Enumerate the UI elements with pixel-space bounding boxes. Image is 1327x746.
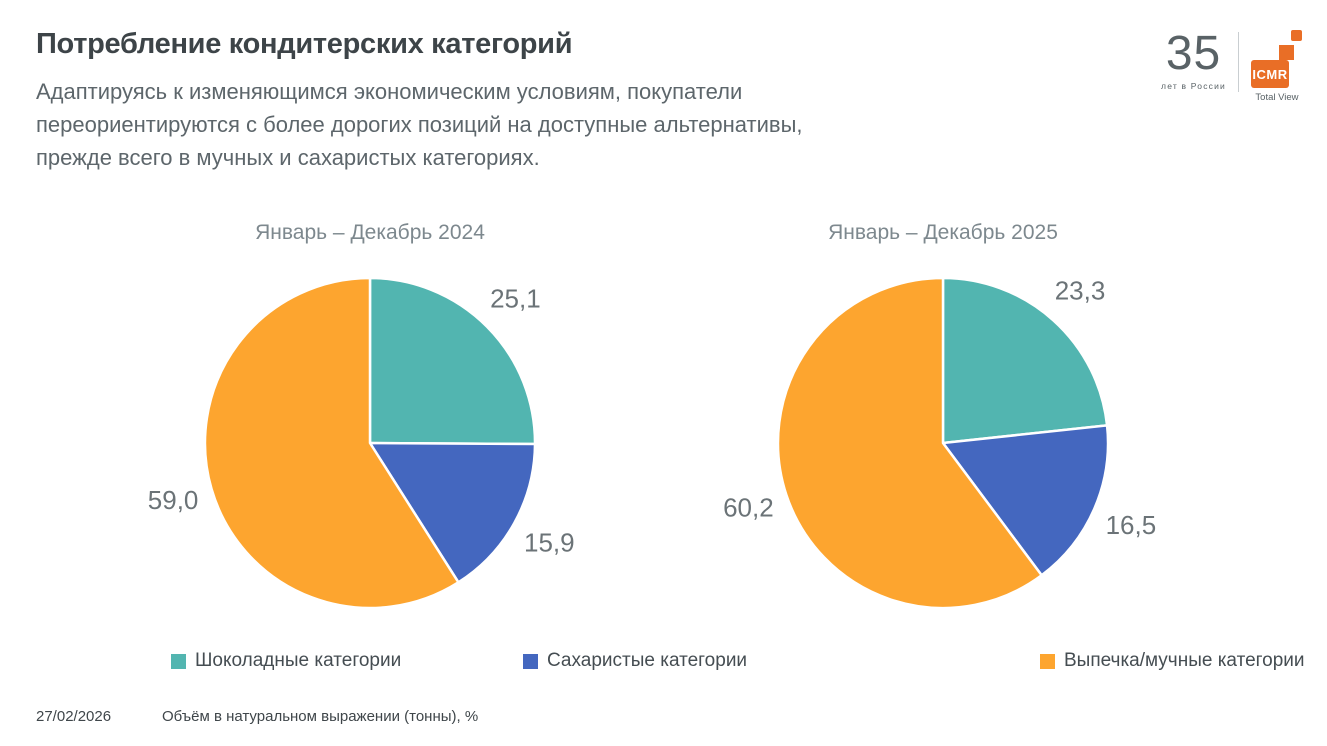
logo-35-caption: лет в России: [1161, 81, 1226, 91]
icmr-logo: 35 лет в России ICMR Total View: [1161, 30, 1303, 103]
pie-slice-Шоколадные категории: [368, 276, 537, 446]
pie-slice-Выпечка/мучные категории: [776, 276, 1043, 610]
subtitle-line-3: прежде всего в мучных и сахаристых катег…: [36, 145, 540, 170]
logo-35-block: 35 лет в России: [1161, 27, 1226, 92]
footer-note: Объём в натуральном выражении (тонны), %: [162, 708, 479, 725]
legend-item-chocolate: Шоколадные категории: [171, 650, 401, 672]
pie-value-label: 59,0: [148, 485, 199, 515]
legend-swatch-chocolate: [171, 653, 186, 669]
legend-swatch-bakery: [1040, 653, 1055, 669]
total-view-label: Total View: [1255, 92, 1299, 103]
logo-divider: [1238, 32, 1239, 92]
header: Потребление кондитерских категорий Адапт…: [36, 28, 1036, 174]
pie-slice-Выпечка/мучные категории: [203, 276, 460, 610]
icmr-squares-icon: ICMR: [1251, 30, 1303, 88]
pie-chart-2024: Январь – Декабрь 2024 25,1 15,9 59,0: [90, 220, 650, 636]
legend-label-bakery: Выпечка/мучные категории: [1064, 650, 1305, 671]
subtitle-line-2: переориентируются с более дорогих позици…: [36, 112, 803, 137]
page-title: Потребление кондитерских категорий: [36, 28, 573, 60]
pie-value-label: 25,1: [490, 284, 541, 314]
icmr-small-square: [1291, 30, 1302, 41]
pie-value-label: 60,2: [723, 493, 774, 523]
legend-swatch-sugar: [523, 653, 538, 669]
logo-35-number: 35: [1165, 27, 1222, 80]
icmr-mark: ICMR Total View: [1251, 30, 1303, 103]
pie-value-label: 16,5: [1106, 510, 1157, 540]
pie-slice-Шоколадные категории: [941, 276, 1109, 445]
pie-svg-2024: 25,1 15,9 59,0: [148, 276, 575, 610]
legend-label-chocolate: Шоколадные категории: [195, 650, 402, 671]
pie-slice-Сахаристые категории: [941, 424, 1110, 577]
footer-date: 27/02/2026: [36, 708, 112, 725]
page-subtitle: Адаптируясь к изменяющимся экономическим…: [36, 75, 1036, 174]
legend-item-sugar: Сахаристые категории: [523, 650, 747, 672]
icmr-brand-square: ICMR: [1251, 60, 1289, 88]
pie-value-label: 23,3: [1055, 276, 1106, 306]
legend-label-sugar: Сахаристые категории: [547, 650, 748, 671]
icmr-brand-label: ICMR: [1252, 66, 1288, 82]
pie-value-label: 15,9: [524, 527, 575, 557]
pie-chart-2025: Январь – Декабрь 2025 23,3 16,5 60,2: [663, 220, 1223, 636]
pie-slice-Сахаристые категории: [368, 441, 537, 584]
legend-item-bakery: Выпечка/мучные категории: [1040, 650, 1305, 672]
pie-svg-2025: 23,3 16,5 60,2: [723, 276, 1157, 610]
chart-title-2024: Январь – Декабрь 2024: [255, 221, 485, 244]
legend: Шоколадные категории Сахаристые категори…: [0, 650, 1327, 676]
chart-title-2025: Январь – Декабрь 2025: [828, 221, 1058, 244]
subtitle-line-1: Адаптируясь к изменяющимся экономическим…: [36, 79, 743, 104]
